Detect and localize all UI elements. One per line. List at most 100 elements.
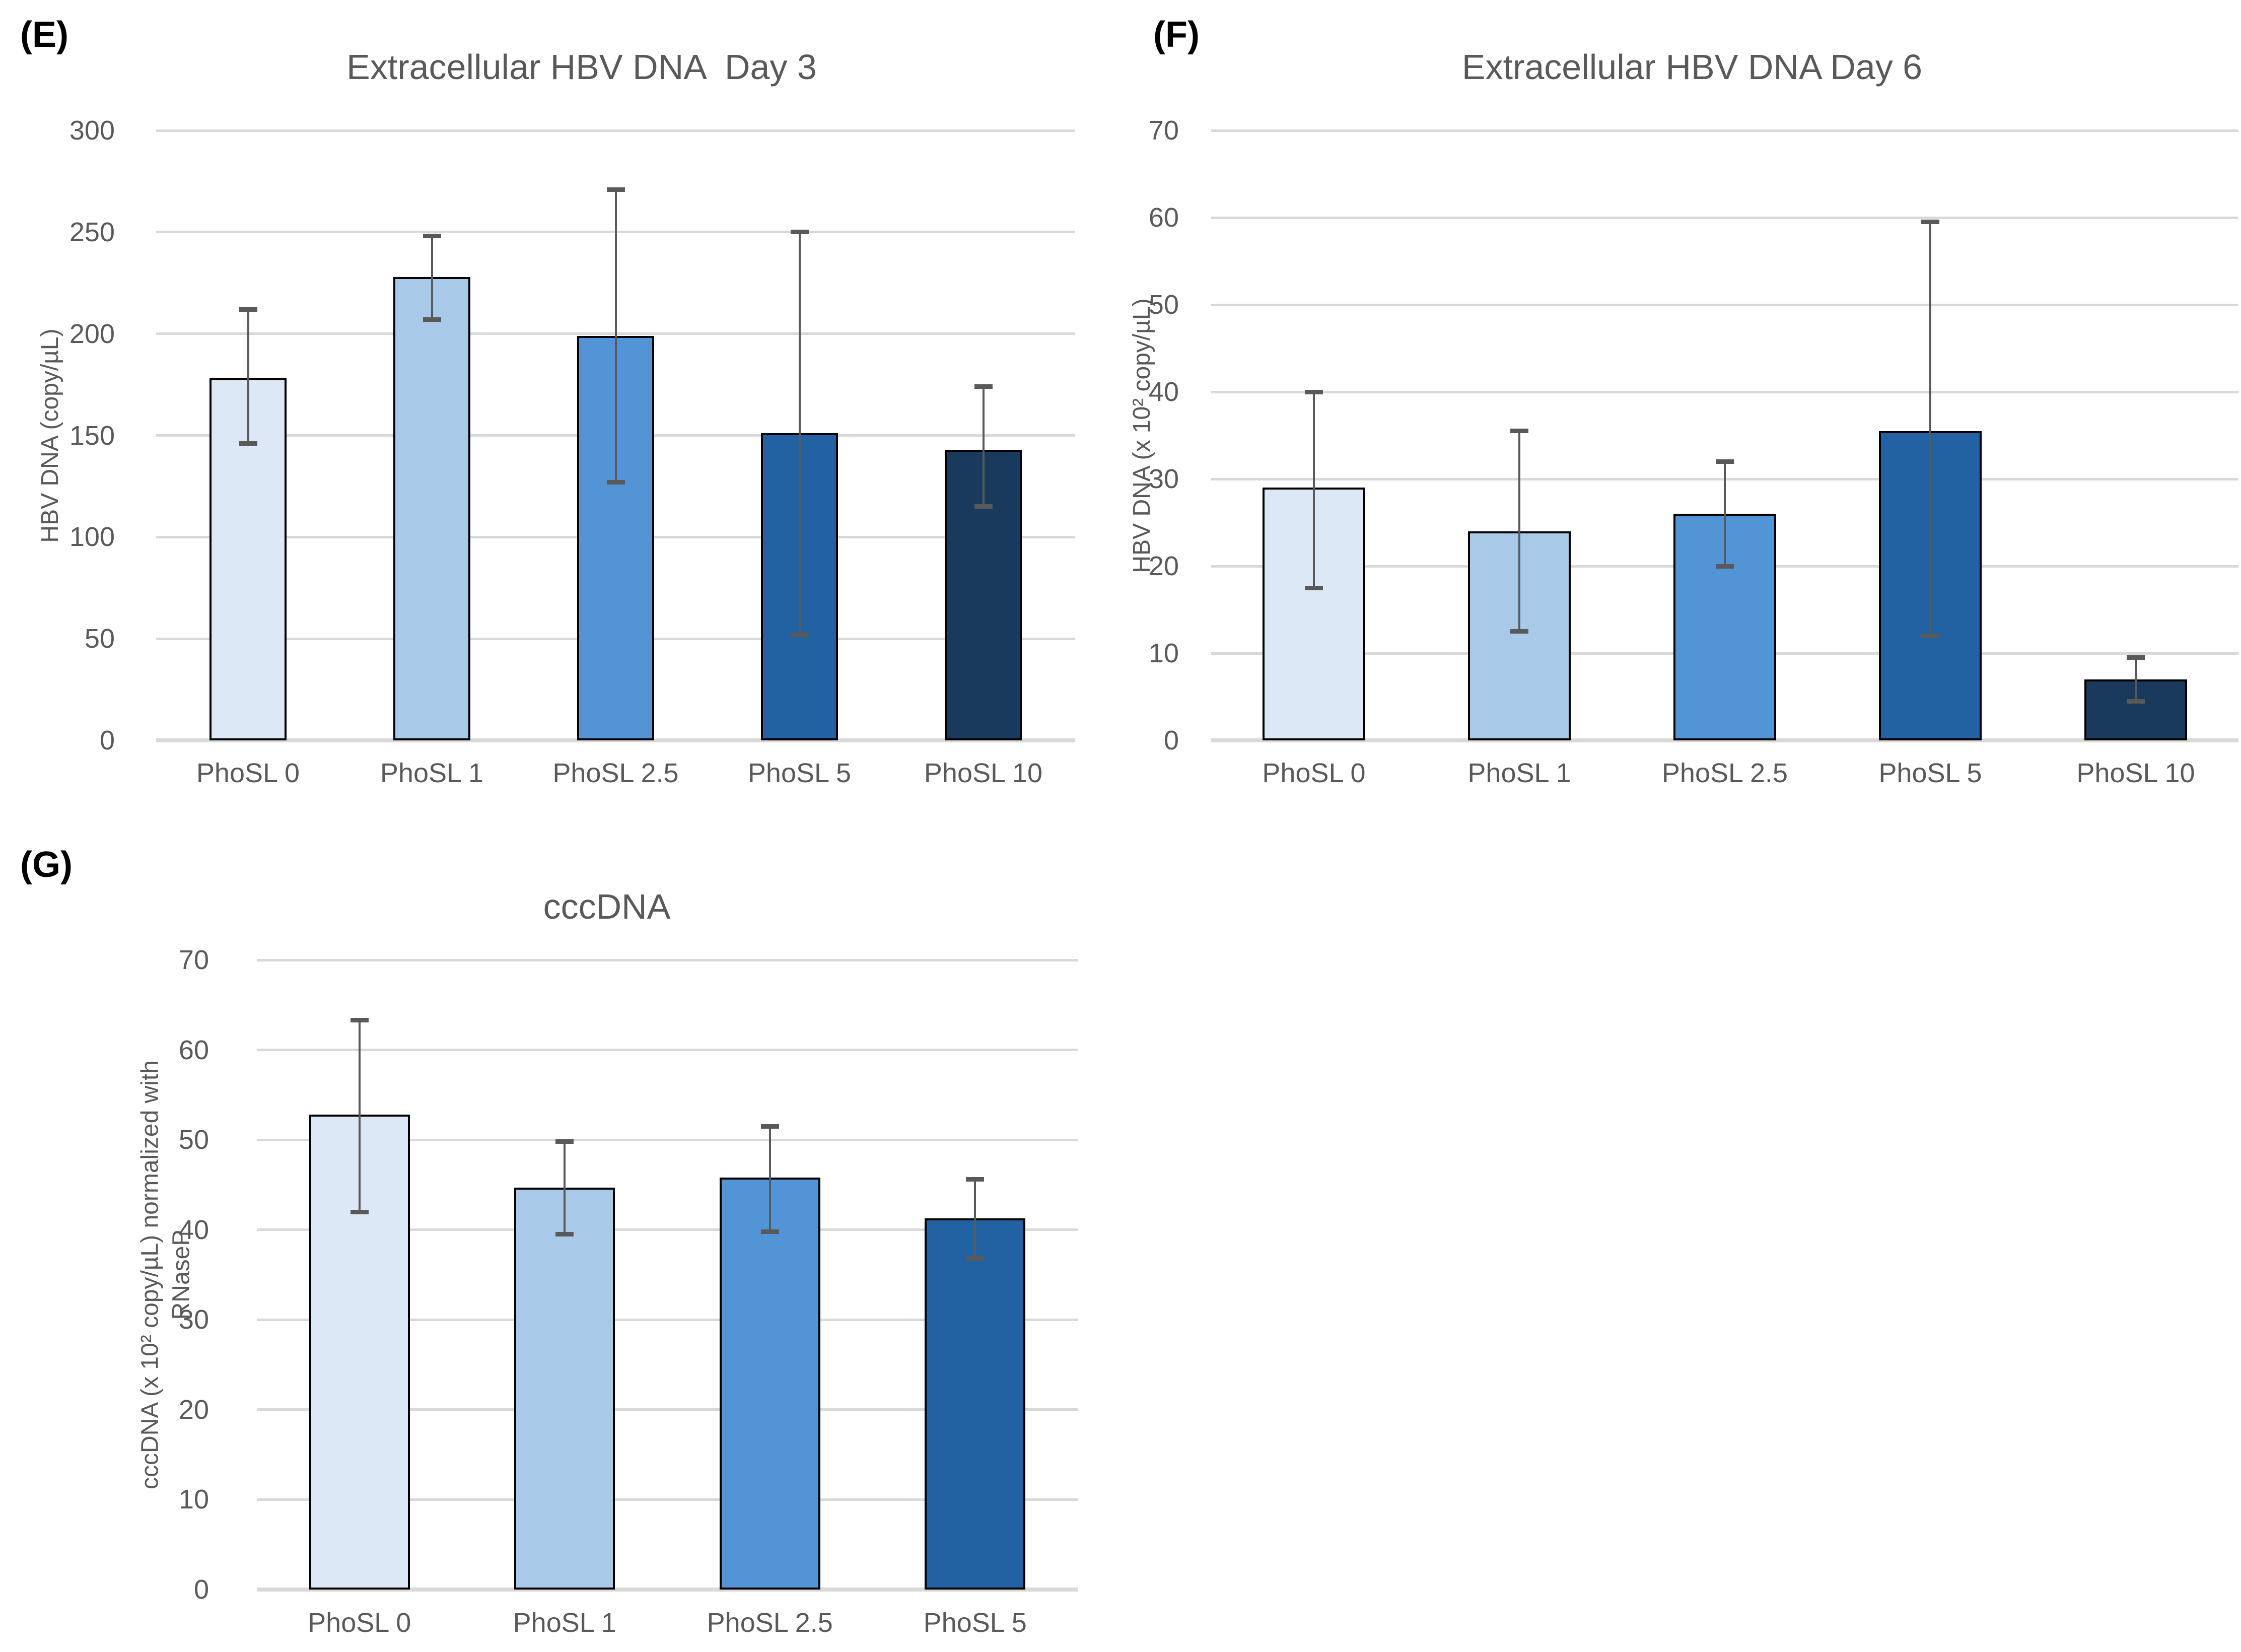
gridline (257, 1049, 1078, 1052)
x-category-label: PhoSL 2.5 (707, 1608, 833, 1638)
y-tick-label: 70 (1148, 115, 1179, 146)
error-bar-cap (239, 307, 257, 312)
gridline (257, 1138, 1078, 1141)
y-tick-label: 70 (178, 945, 209, 975)
y-tick-label: 40 (1148, 377, 1179, 407)
bar (925, 1218, 1026, 1590)
error-bar-cap (1921, 633, 1939, 638)
error-bar-cap (2127, 655, 2145, 660)
error-bar (1724, 461, 1726, 566)
x-category-label: PhoSL 5 (923, 1608, 1027, 1638)
error-bar-cap (423, 234, 441, 239)
error-bar-cap (1921, 220, 1939, 225)
error-bar (564, 1141, 566, 1234)
panel-letter: (F) (1153, 15, 1200, 55)
error-bar-cap (966, 1177, 985, 1182)
x-category-label: PhoSL 0 (196, 758, 300, 788)
y-tick-label: 0 (99, 725, 115, 755)
error-bar (974, 1179, 976, 1259)
bar (719, 1178, 820, 1590)
bar (514, 1187, 615, 1590)
bar (393, 277, 471, 740)
x-category-label: PhoSL 5 (1878, 758, 1982, 788)
error-bar (2135, 657, 2137, 702)
error-bar (614, 189, 617, 483)
error-bar-cap (760, 1124, 779, 1129)
error-bar-cap (1716, 459, 1734, 464)
panel-letter: (E) (20, 15, 68, 55)
gridline (1211, 390, 2238, 393)
y-tick-label: 30 (178, 1304, 209, 1335)
error-bar (982, 386, 985, 507)
error-bar (1929, 222, 1931, 636)
y-tick-label: 100 (69, 522, 115, 553)
gridline (156, 129, 1075, 132)
error-bar-cap (974, 384, 993, 389)
y-tick-label: 40 (178, 1214, 209, 1245)
y-tick-label: 250 (69, 217, 115, 247)
y-axis-label: HBV DNA (x 10² copy/µL) (1128, 298, 1155, 573)
error-bar-cap (350, 1018, 369, 1023)
error-bar (1518, 431, 1520, 632)
y-tick-label: 50 (1148, 290, 1179, 320)
gridline (257, 1588, 1078, 1592)
chart-title: Extracellular HBV DNA Day 3 (346, 47, 817, 87)
chart-title: Extracellular HBV DNA Day 6 (1461, 47, 1923, 87)
y-tick-label: 10 (178, 1484, 209, 1515)
error-bar-cap (1305, 389, 1323, 394)
error-bar (358, 1020, 361, 1212)
y-tick-label: 60 (1148, 202, 1179, 233)
y-tick-label: 150 (69, 420, 115, 451)
error-bar (431, 236, 433, 320)
error-bar-cap (760, 1229, 779, 1234)
error-bar-cap (606, 187, 625, 192)
error-bar-cap (1510, 429, 1528, 434)
gridline (1211, 216, 2238, 219)
error-bar-cap (790, 632, 809, 637)
error-bar (798, 232, 801, 635)
gridline (257, 958, 1078, 961)
error-bar-cap (350, 1209, 369, 1214)
error-bar-cap (966, 1256, 985, 1261)
error-bar-cap (555, 1232, 574, 1237)
x-category-label: PhoSL 10 (2076, 758, 2195, 788)
x-category-label: PhoSL 1 (1467, 758, 1571, 788)
x-category-label: PhoSL 10 (924, 758, 1043, 788)
error-bar-cap (423, 317, 441, 322)
x-category-label: PhoSL 0 (308, 1608, 411, 1638)
error-bar-cap (1305, 585, 1323, 590)
y-tick-label: 50 (84, 624, 115, 654)
gridline (257, 1318, 1078, 1321)
gridline (257, 1408, 1078, 1411)
y-tick-label: 20 (1148, 551, 1179, 581)
y-tick-label: 30 (1148, 464, 1179, 494)
error-bar (768, 1126, 771, 1232)
gridline (1211, 303, 2238, 306)
y-tick-label: 200 (69, 318, 115, 349)
gridline (156, 738, 1075, 742)
x-category-label: PhoSL 0 (1262, 758, 1366, 788)
error-bar-cap (606, 479, 625, 485)
y-tick-label: 60 (178, 1035, 209, 1065)
gridline (257, 1498, 1078, 1501)
x-category-label: PhoSL 2.5 (1661, 758, 1788, 788)
error-bar-cap (555, 1139, 574, 1144)
error-bar-cap (1716, 564, 1734, 569)
y-tick-label: 0 (193, 1574, 209, 1605)
y-tick-label: 300 (69, 115, 115, 146)
error-bar-cap (790, 230, 809, 235)
y-axis-label: cccDNA (x 10² copy/µL) normalized with R… (136, 1060, 195, 1489)
panel-letter: (G) (20, 845, 73, 885)
x-category-label: PhoSL 2.5 (552, 758, 679, 788)
gridline (257, 1228, 1078, 1231)
error-bar-cap (1510, 629, 1528, 634)
x-category-label: PhoSL 1 (380, 758, 484, 788)
y-tick-label: 0 (1163, 725, 1179, 755)
gridline (1211, 129, 2238, 132)
y-tick-label: 10 (1148, 638, 1179, 668)
error-bar (1313, 392, 1315, 588)
y-tick-label: 20 (178, 1394, 209, 1425)
chart-title: cccDNA (543, 887, 671, 926)
y-axis-label: HBV DNA (copy/µL) (36, 328, 63, 543)
